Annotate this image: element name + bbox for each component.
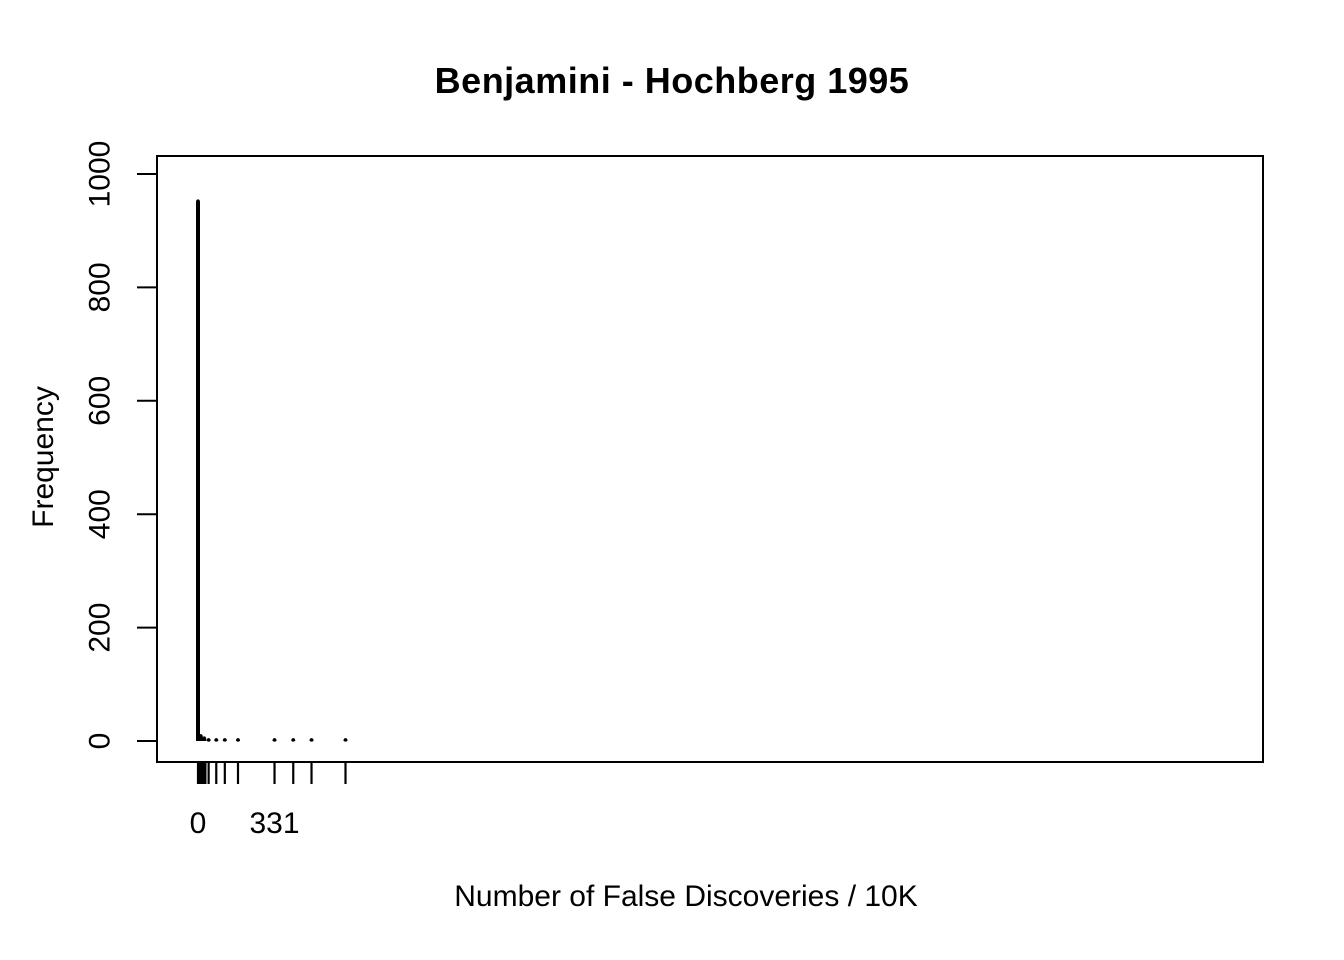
plot-box	[156, 155, 1264, 763]
data-point	[214, 738, 219, 742]
data-point	[196, 199, 200, 204]
chart-title: Benjamini - Hochberg 1995	[434, 60, 910, 101]
data-point	[343, 738, 348, 742]
data-point	[291, 738, 296, 742]
x-tick-label: 331	[249, 807, 299, 840]
data-point	[272, 738, 277, 742]
y-tick-label: 0	[84, 733, 117, 750]
y-tick-label: 1000	[84, 141, 117, 208]
data-point	[202, 736, 207, 740]
y-axis-title: Frequency	[27, 386, 60, 528]
data-point	[198, 734, 203, 738]
data-point	[236, 738, 240, 742]
y-tick-label: 200	[84, 603, 117, 653]
data-point	[223, 738, 227, 742]
x-tick-label: 0	[190, 807, 207, 840]
y-tick-label: 400	[84, 489, 117, 539]
x-axis-title: Number of False Discoveries / 10K	[454, 880, 918, 913]
y-tick-label: 600	[84, 376, 117, 426]
data-point	[309, 738, 314, 742]
y-tick-label: 800	[84, 262, 117, 312]
data-point	[206, 738, 211, 742]
